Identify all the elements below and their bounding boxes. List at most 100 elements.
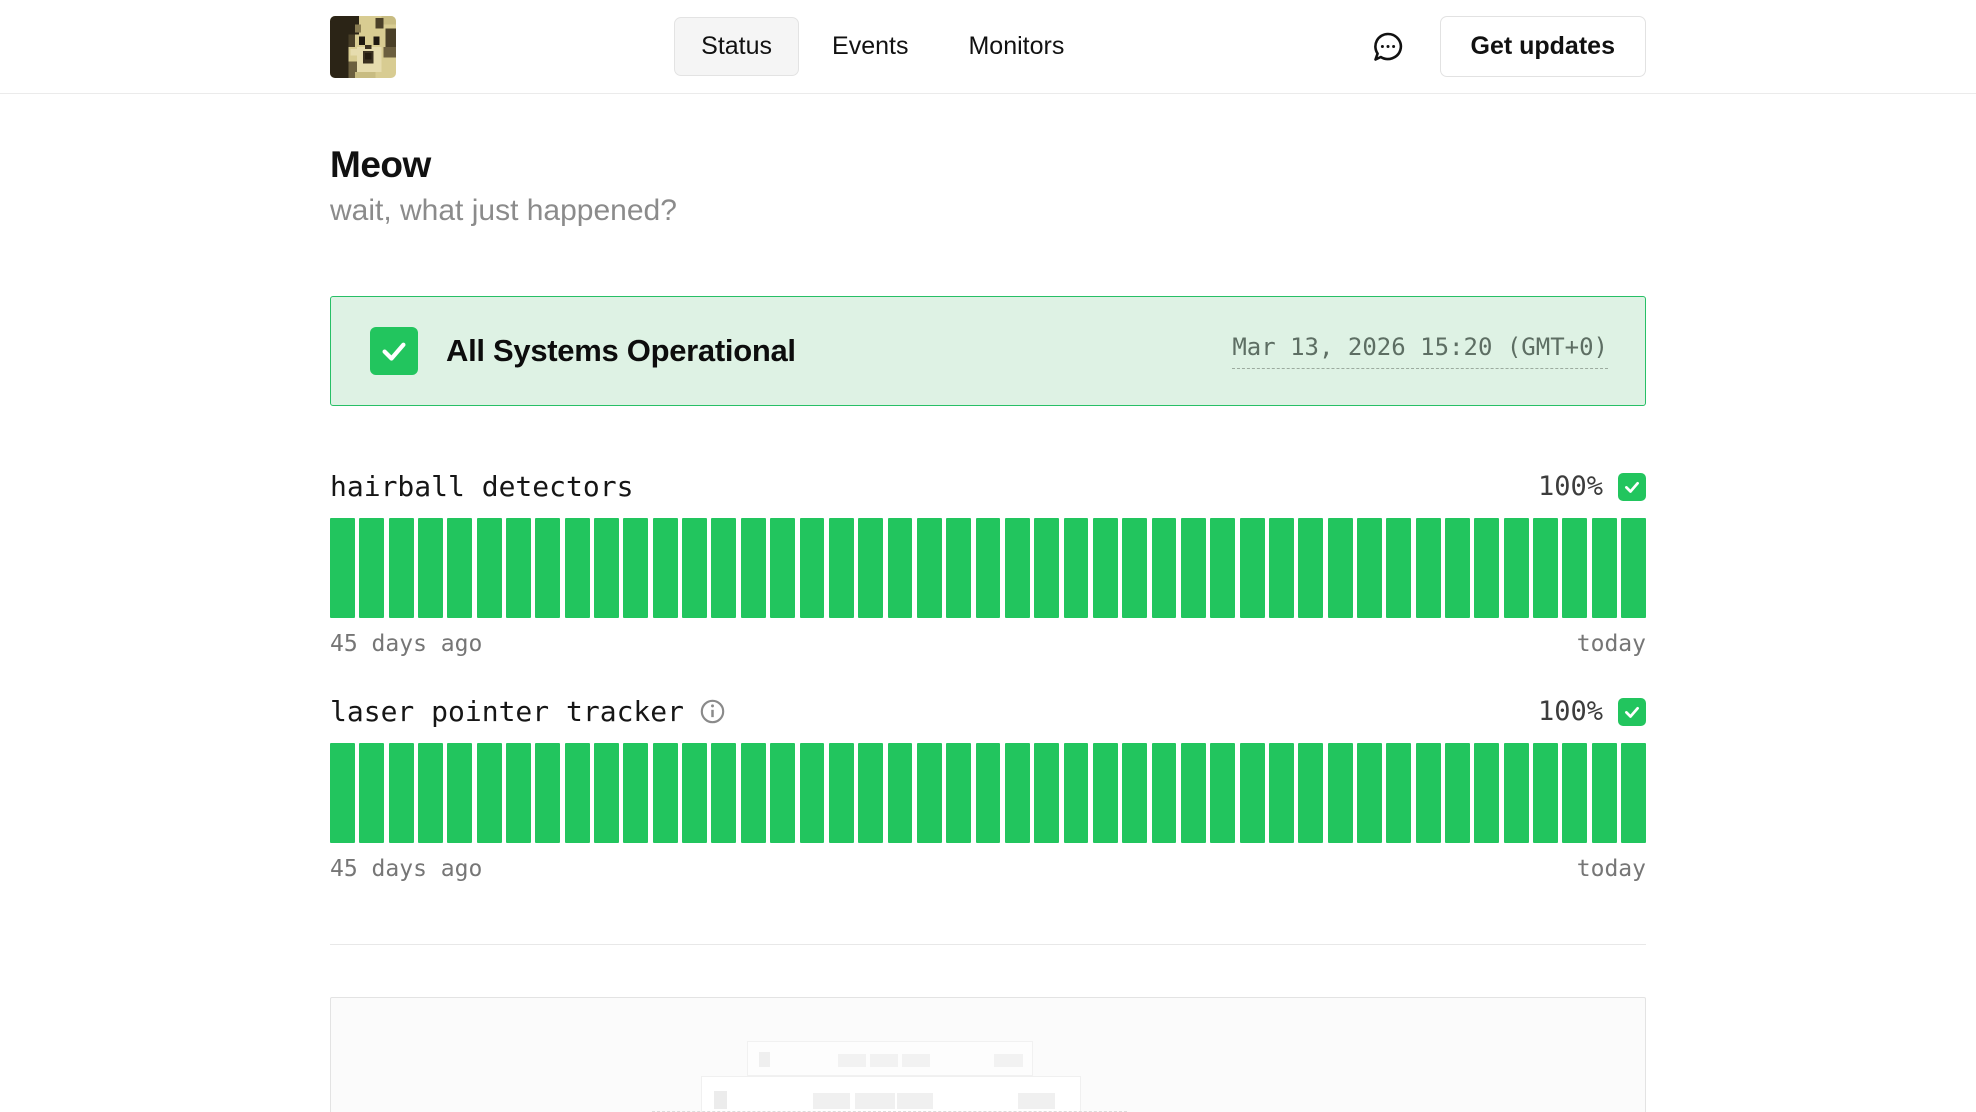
uptime-bar[interactable] xyxy=(535,518,561,618)
uptime-bar[interactable] xyxy=(1386,518,1412,618)
uptime-bar[interactable] xyxy=(594,743,619,843)
uptime-bar[interactable] xyxy=(1122,518,1148,618)
uptime-bar[interactable] xyxy=(476,518,502,618)
uptime-bar[interactable] xyxy=(1298,518,1324,618)
uptime-bar[interactable] xyxy=(1327,518,1353,618)
uptime-bar[interactable] xyxy=(1445,518,1470,618)
uptime-bar[interactable] xyxy=(1004,518,1030,618)
uptime-bar[interactable] xyxy=(1063,518,1089,618)
uptime-bar[interactable] xyxy=(330,743,355,843)
uptime-bar[interactable] xyxy=(359,518,385,618)
uptime-bar[interactable] xyxy=(975,518,1001,618)
uptime-bar[interactable] xyxy=(1445,743,1470,843)
uptime-bar[interactable] xyxy=(858,518,884,618)
uptime-bar[interactable] xyxy=(1092,743,1118,843)
uptime-bar[interactable] xyxy=(1239,743,1265,843)
status-timestamp[interactable]: Mar 13, 2026 15:20 (GMT+0) xyxy=(1232,333,1608,369)
uptime-bar[interactable] xyxy=(418,518,443,618)
speech-bubble-icon[interactable] xyxy=(1370,29,1406,65)
uptime-bar[interactable] xyxy=(1503,743,1529,843)
uptime-bar[interactable] xyxy=(1004,743,1030,843)
uptime-bar[interactable] xyxy=(1474,518,1500,618)
uptime-bar[interactable] xyxy=(770,743,795,843)
uptime-bar[interactable] xyxy=(1151,518,1177,618)
uptime-bar[interactable] xyxy=(1180,518,1206,618)
shocked-cat-logo[interactable] xyxy=(330,15,396,78)
uptime-bar[interactable] xyxy=(1210,743,1236,843)
uptime-bar[interactable] xyxy=(623,518,649,618)
uptime-bar[interactable] xyxy=(887,518,913,618)
uptime-bar[interactable] xyxy=(1239,518,1265,618)
uptime-bar[interactable] xyxy=(975,743,1001,843)
uptime-bar[interactable] xyxy=(447,518,473,618)
uptime-bar[interactable] xyxy=(1533,743,1558,843)
uptime-bar[interactable] xyxy=(652,518,678,618)
uptime-bar[interactable] xyxy=(946,743,972,843)
tab-status[interactable]: Status xyxy=(674,17,800,76)
uptime-bar[interactable] xyxy=(740,743,766,843)
uptime-bar[interactable] xyxy=(1034,518,1060,618)
status-banner: All Systems Operational Mar 13, 2026 15:… xyxy=(330,296,1646,406)
get-updates-button[interactable]: Get updates xyxy=(1439,16,1646,77)
uptime-bar[interactable] xyxy=(418,743,443,843)
uptime-bar[interactable] xyxy=(887,743,913,843)
uptime-bar[interactable] xyxy=(711,743,737,843)
uptime-bar[interactable] xyxy=(828,743,854,843)
tab-events[interactable]: Events xyxy=(832,32,909,60)
uptime-bar[interactable] xyxy=(1327,743,1353,843)
uptime-bar[interactable] xyxy=(858,743,884,843)
uptime-bar[interactable] xyxy=(564,518,590,618)
uptime-bar[interactable] xyxy=(916,518,942,618)
uptime-bar[interactable] xyxy=(1562,518,1588,618)
uptime-bar[interactable] xyxy=(388,743,414,843)
range-end-label: today xyxy=(1576,856,1646,882)
uptime-bar[interactable] xyxy=(1533,518,1558,618)
uptime-bar[interactable] xyxy=(1415,518,1441,618)
uptime-bar[interactable] xyxy=(1034,743,1060,843)
uptime-bar[interactable] xyxy=(682,518,707,618)
uptime-bar[interactable] xyxy=(1357,743,1382,843)
uptime-bar[interactable] xyxy=(1415,743,1441,843)
uptime-bar[interactable] xyxy=(330,518,355,618)
info-icon[interactable] xyxy=(699,698,726,725)
uptime-bar[interactable] xyxy=(740,518,766,618)
uptime-bar[interactable] xyxy=(1562,743,1588,843)
uptime-bar[interactable] xyxy=(594,518,619,618)
uptime-bar[interactable] xyxy=(1151,743,1177,843)
uptime-bar[interactable] xyxy=(799,518,825,618)
uptime-bar[interactable] xyxy=(1357,518,1382,618)
uptime-bar[interactable] xyxy=(1122,743,1148,843)
uptime-bar[interactable] xyxy=(506,743,531,843)
uptime-bar[interactable] xyxy=(828,518,854,618)
uptime-bar[interactable] xyxy=(1180,743,1206,843)
uptime-bar[interactable] xyxy=(711,518,737,618)
uptime-bar[interactable] xyxy=(1591,518,1617,618)
uptime-bar[interactable] xyxy=(1621,518,1646,618)
uptime-bar[interactable] xyxy=(1298,743,1324,843)
uptime-bar[interactable] xyxy=(535,743,561,843)
uptime-bar[interactable] xyxy=(1092,518,1118,618)
uptime-bar[interactable] xyxy=(1474,743,1500,843)
uptime-bar[interactable] xyxy=(799,743,825,843)
uptime-bar[interactable] xyxy=(1269,743,1294,843)
uptime-bar[interactable] xyxy=(623,743,649,843)
uptime-bar[interactable] xyxy=(1386,743,1412,843)
uptime-bar[interactable] xyxy=(447,743,473,843)
uptime-bar[interactable] xyxy=(359,743,385,843)
uptime-bar[interactable] xyxy=(1210,518,1236,618)
uptime-bar[interactable] xyxy=(770,518,795,618)
uptime-bar[interactable] xyxy=(1621,743,1646,843)
tab-monitors[interactable]: Monitors xyxy=(968,32,1065,60)
uptime-bar[interactable] xyxy=(916,743,942,843)
uptime-bar[interactable] xyxy=(1063,743,1089,843)
uptime-bar[interactable] xyxy=(506,518,531,618)
uptime-bar[interactable] xyxy=(388,518,414,618)
uptime-bar[interactable] xyxy=(476,743,502,843)
uptime-bar[interactable] xyxy=(564,743,590,843)
uptime-bar[interactable] xyxy=(652,743,678,843)
uptime-bar[interactable] xyxy=(682,743,707,843)
uptime-bar[interactable] xyxy=(1503,518,1529,618)
uptime-bar[interactable] xyxy=(1269,518,1294,618)
uptime-bar[interactable] xyxy=(1591,743,1617,843)
uptime-bar[interactable] xyxy=(946,518,972,618)
